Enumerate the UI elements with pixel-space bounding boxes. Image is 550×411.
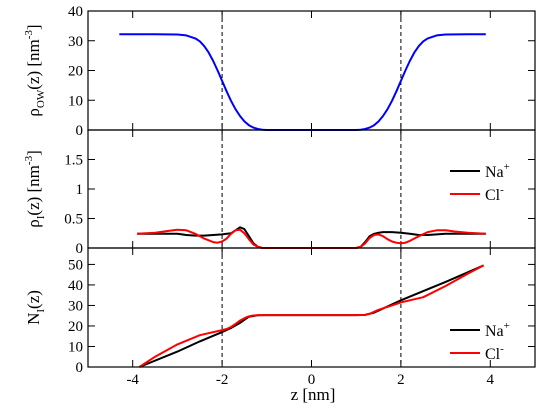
y-tick-label: 0.5 (64, 212, 83, 228)
panel-frame (87, 129, 536, 249)
y-tick-label: 20 (68, 64, 83, 80)
x-tick-label: -2 (216, 372, 229, 388)
legend-label-2: Cl- (485, 184, 504, 204)
x-tick-label: 4 (487, 372, 495, 388)
x-tick-label: 0 (308, 372, 316, 388)
y-tick-label: 30 (68, 298, 83, 314)
y-tick-label: 0 (76, 360, 84, 376)
y-axis-label: NI(z) (24, 290, 47, 325)
legend-label-1: Na+ (485, 161, 510, 181)
x-tick-label: -4 (126, 372, 139, 388)
panel-frame (87, 10, 536, 131)
y-tick-label: 40 (68, 278, 83, 294)
legend-label-1: Na+ (485, 320, 510, 340)
y-tick-label: 1.5 (64, 153, 83, 169)
legend-label-2: Cl- (485, 343, 504, 363)
y-tick-label: 40 (68, 4, 83, 20)
y-tick-label: 10 (68, 339, 83, 355)
y-tick-label: 0 (76, 241, 84, 257)
y-tick-label: 50 (68, 257, 83, 273)
x-tick-label: 2 (397, 372, 405, 388)
y-axis-label: ρI(z) [nm-3] (23, 150, 47, 228)
panel-frame (87, 247, 536, 368)
y-tick-label: 0 (76, 123, 84, 139)
y-tick-label: 20 (68, 319, 83, 335)
panel-3: 0 10 20 30 40 50 -4 -2 0 2 4 NI(z) Na+ Cl- (24, 247, 536, 388)
y-tick-label: 30 (68, 34, 83, 50)
y-tick-label: 1 (76, 182, 84, 198)
series-line-1 (119, 33, 486, 131)
y-axis-label: ρOW(z) [nm-3] (23, 24, 47, 116)
series-line-2 (138, 264, 485, 368)
x-axis-label: z [nm] (291, 385, 336, 404)
panel-1: 0 10 20 30 40 ρOW(z) [nm-3] (23, 4, 536, 139)
y-tick-label: 10 (68, 93, 83, 109)
series-line-1 (139, 264, 484, 368)
panel-2: 0 0.5 1 1.5 ρI(z) [nm-3] Na+ Cl- (23, 129, 536, 257)
